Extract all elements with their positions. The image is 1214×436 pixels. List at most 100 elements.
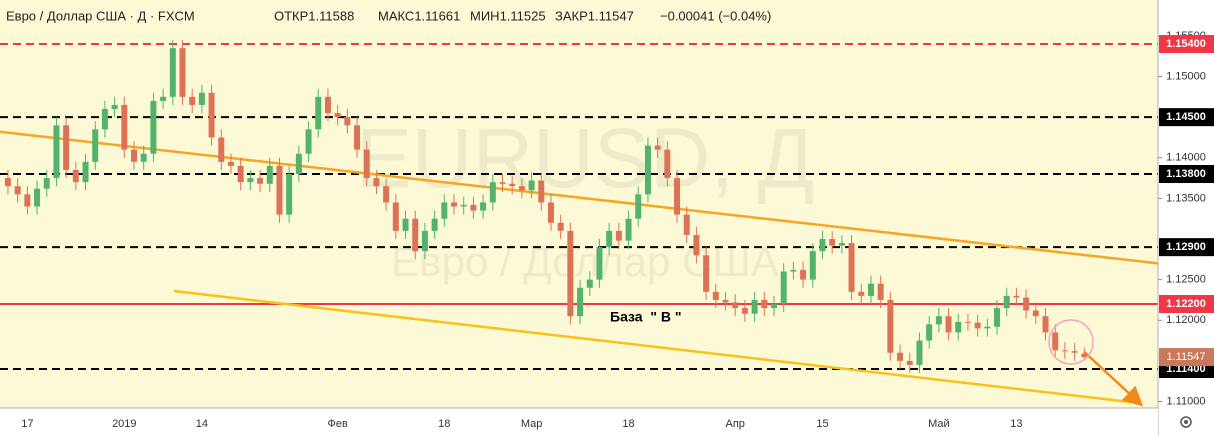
- candle-body: [751, 299, 758, 314]
- candle-body: [867, 283, 874, 296]
- x-tick-label: 15: [816, 418, 828, 430]
- level-label: 1.12200: [1166, 298, 1206, 310]
- candle-body: [499, 182, 506, 184]
- candle-body: [625, 218, 632, 241]
- candle-body: [984, 326, 991, 329]
- candle-body: [169, 48, 176, 97]
- candle-body: [994, 308, 1001, 327]
- candle-body: [635, 194, 642, 219]
- candle-body: [935, 316, 942, 325]
- header-value: 1.11525: [500, 8, 546, 23]
- candle-body: [974, 322, 981, 329]
- candle-body: [819, 239, 826, 252]
- candle-body: [683, 214, 690, 235]
- candle-body: [567, 230, 574, 317]
- candle-body: [198, 92, 205, 105]
- candle-body: [208, 92, 215, 138]
- candle-body: [150, 100, 157, 154]
- gear[interactable]: [1180, 416, 1192, 428]
- candle-body: [1042, 316, 1049, 333]
- candle-body: [528, 180, 535, 191]
- candle-body: [257, 178, 264, 184]
- candle-body: [606, 230, 613, 248]
- x-tick-label: 18: [438, 418, 450, 430]
- y-tick-label: 1.13500: [1166, 192, 1206, 204]
- candle-body: [547, 202, 554, 223]
- candle-body: [926, 324, 933, 341]
- candle-body: [596, 247, 603, 280]
- level-label: 1.14500: [1166, 111, 1206, 123]
- symbol: Евро / Доллар США · Д · FXCM: [6, 8, 195, 23]
- candle-body: [286, 174, 293, 215]
- candle-body: [24, 194, 31, 207]
- trendline: [1083, 351, 1144, 407]
- level-label: 1.13800: [1166, 168, 1206, 180]
- settings-icon[interactable]: [1180, 416, 1192, 428]
- watermark-ticker: EURUSD, Д: [356, 111, 814, 205]
- candle-body: [945, 316, 952, 333]
- candle-body: [858, 291, 865, 296]
- candle-body: [218, 137, 225, 162]
- candle-body: [82, 161, 89, 183]
- candle-body: [1023, 297, 1030, 311]
- candle-body: [906, 360, 913, 365]
- candle-body: [509, 183, 516, 187]
- candle-body: [383, 186, 390, 203]
- candle-body: [732, 302, 739, 309]
- last-price-label: 1.11547: [1167, 351, 1206, 363]
- level-label: 1.15400: [1166, 38, 1206, 50]
- header-value: 1.11661: [414, 8, 460, 23]
- trendline: [0, 130, 1159, 265]
- candle-body: [887, 299, 894, 353]
- x-tick-label: Фев: [327, 418, 347, 430]
- candle-body: [441, 202, 448, 219]
- header-label: МАКС: [378, 8, 414, 23]
- header-change: −0.00041 (−0.04%): [660, 8, 771, 23]
- candle-body: [460, 204, 467, 207]
- candle-body: [489, 182, 496, 203]
- x-tick-label: 17: [21, 418, 33, 430]
- level-label-bg: [1159, 108, 1214, 127]
- header-label: ОТКР: [274, 8, 308, 23]
- y-tick-label: 1.12000: [1166, 314, 1206, 326]
- time-axis: [0, 408, 1158, 436]
- candle-body: [790, 269, 797, 272]
- watermark-name: Евро / Доллар США: [391, 238, 779, 285]
- candle-body: [92, 129, 99, 162]
- candle-body: [664, 149, 671, 179]
- x-tick-label: 14: [196, 418, 208, 430]
- candle-body: [761, 299, 768, 309]
- candle-body: [160, 96, 167, 101]
- candle-body: [392, 202, 399, 231]
- candle-body: [179, 48, 186, 97]
- highlight-circle: [1048, 319, 1094, 365]
- candle-body: [121, 104, 128, 150]
- y-tick-label: 1.14000: [1166, 152, 1206, 164]
- candle-body: [14, 186, 21, 195]
- candle-body: [237, 165, 244, 183]
- plot-background: [0, 0, 1158, 408]
- x-tick-label: 18: [622, 418, 634, 430]
- candle-body: [451, 202, 458, 207]
- gear-center[interactable]: [1184, 420, 1188, 424]
- candle-body: [363, 149, 370, 179]
- candle-body: [4, 178, 11, 187]
- candle-body: [771, 304, 778, 309]
- candle-body: [247, 178, 254, 183]
- last-price-bg: [1159, 348, 1214, 367]
- candle-body: [421, 230, 428, 252]
- x-tick-label: 2019: [112, 418, 136, 430]
- level-label-bg: [1159, 165, 1214, 184]
- level-label-bg: [1159, 238, 1214, 257]
- candle-body: [538, 180, 545, 203]
- candle-body: [412, 218, 419, 252]
- candle-body: [140, 153, 147, 162]
- candle-body: [829, 239, 836, 246]
- candle-body: [877, 283, 884, 300]
- candle-body: [53, 125, 60, 179]
- candle-body: [34, 188, 41, 207]
- candle-body: [577, 287, 584, 317]
- candle-body: [693, 234, 700, 256]
- candle-body: [897, 352, 904, 361]
